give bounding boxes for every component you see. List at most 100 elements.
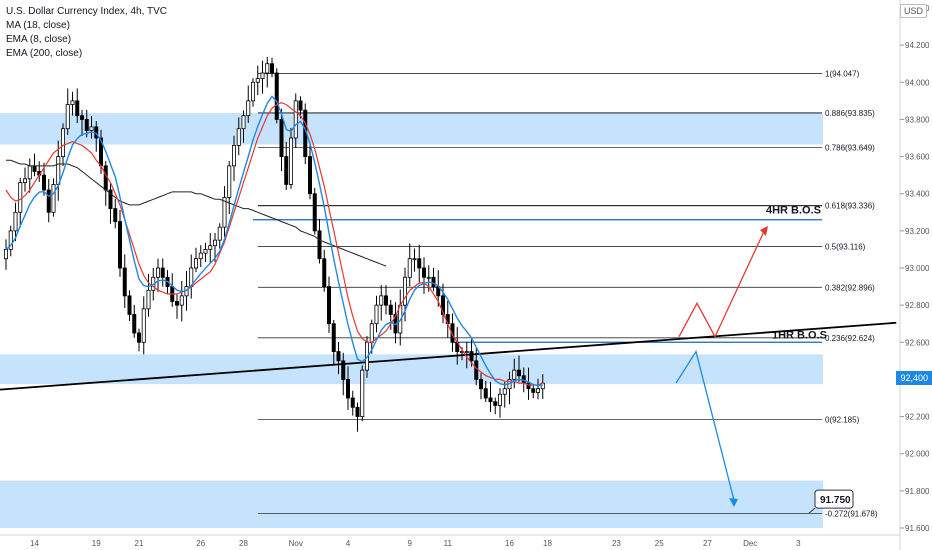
fib-level-label: 1(94.047)	[825, 70, 860, 79]
candle-body	[336, 351, 341, 362]
x-tick-label: 19	[92, 539, 101, 548]
candle-body	[27, 165, 32, 180]
arrowhead-red	[760, 226, 768, 236]
candle-body	[65, 104, 70, 130]
fib-level-label: 0(92.185)	[825, 415, 860, 424]
candle-body	[421, 267, 426, 278]
bos-4hr-label: 4HR B.O.S	[766, 205, 821, 217]
currency-label[interactable]: USD	[899, 4, 927, 18]
candle-body	[322, 258, 327, 287]
candle-body	[440, 295, 445, 315]
arrowhead-blue	[729, 498, 738, 507]
candle-body	[265, 63, 270, 74]
x-tick-label: 23	[612, 539, 621, 548]
candle-body	[42, 174, 47, 191]
candle-body	[374, 304, 379, 325]
candle-body	[80, 115, 85, 120]
y-tick-label: 93.400	[905, 190, 930, 199]
y-tick-label: 93.800	[905, 115, 930, 124]
candle-body	[108, 189, 113, 209]
candle-body	[536, 388, 541, 393]
candle-body	[288, 137, 293, 185]
candle-body	[464, 351, 469, 353]
candle-body	[317, 230, 322, 260]
candle-body	[212, 239, 217, 247]
x-tick-label: 28	[239, 539, 248, 548]
y-tick-label: 92.800	[905, 301, 930, 310]
candle-body	[312, 193, 317, 232]
ema200-line	[6, 159, 387, 267]
candle-body	[360, 369, 365, 417]
candle-body	[246, 100, 251, 117]
candle-body	[127, 295, 132, 315]
candle-body	[174, 301, 179, 306]
candle-body	[8, 230, 13, 250]
candle-body	[236, 128, 241, 146]
candle-body	[160, 267, 165, 278]
candle-body	[4, 249, 9, 260]
candle-body	[426, 276, 431, 279]
candle-body	[369, 323, 374, 343]
candle-body	[279, 119, 284, 157]
y-tick-label: 93.200	[905, 227, 930, 236]
candle-body	[56, 156, 61, 185]
x-tick-label: 26	[196, 539, 205, 548]
y-tick-label: 91.800	[905, 487, 930, 496]
x-tick-label: 25	[655, 539, 664, 548]
candle-body	[75, 100, 80, 117]
bos-1hr-label: 1HR B.O.S	[772, 329, 827, 341]
candle-body	[274, 72, 279, 120]
candle-body	[122, 267, 127, 297]
candle-body	[412, 258, 417, 261]
candle-body	[51, 184, 56, 213]
candle-body	[250, 81, 255, 102]
fib-level-label: 0.886(93.835)	[825, 109, 875, 118]
candle-body	[483, 388, 488, 399]
indicator-ema8: EMA (8, close)	[6, 34, 72, 45]
y-tick-label: 94.200	[905, 41, 930, 50]
fib-level-label: 0.618(93.336)	[825, 202, 875, 211]
supply-demand-zone	[0, 480, 823, 528]
candle-body	[84, 119, 89, 131]
candle-body	[383, 295, 388, 306]
x-tick-label: 16	[505, 539, 514, 548]
candle-body	[146, 289, 151, 310]
fib-level-label: 0.236(92.624)	[825, 334, 875, 343]
x-tick-label: Nov	[289, 539, 303, 548]
candle-body	[217, 226, 222, 241]
y-tick-label: 92.000	[905, 450, 930, 459]
candle-body	[227, 165, 232, 198]
candle-body	[488, 397, 493, 403]
candle-body	[497, 393, 502, 406]
candle-body	[379, 295, 384, 306]
candle-body	[284, 156, 289, 185]
candle-body	[231, 145, 236, 167]
candle-body	[407, 258, 412, 278]
candle-body	[18, 182, 23, 213]
candle-body	[118, 221, 123, 269]
candle-body	[132, 314, 137, 334]
indicator-ma18: MA (18, close)	[6, 20, 70, 31]
y-tick-label: 91.600	[905, 524, 930, 533]
candle-body	[350, 397, 355, 408]
current-price-tag: 92,400	[896, 371, 932, 386]
fib-level-label: 0.786(93.649)	[825, 143, 875, 152]
candle-body	[341, 360, 346, 380]
candle-body	[61, 128, 66, 157]
x-tick-label: Dec	[743, 539, 757, 548]
y-tick-label: 92.600	[905, 338, 930, 347]
x-tick-label: 9	[408, 539, 413, 548]
candle-body	[355, 406, 360, 417]
chart-title: U.S. Dollar Currency Index, 4h, TVC	[6, 6, 167, 17]
candle-body	[155, 267, 160, 278]
candle-body	[307, 156, 312, 195]
candle-body	[46, 189, 51, 213]
candle-body	[113, 208, 118, 222]
fib-level-label: 0.5(93.116)	[825, 242, 866, 251]
candle-body	[89, 126, 94, 131]
x-tick-label: 3	[796, 539, 801, 548]
supply-demand-zone	[0, 112, 823, 145]
y-tick-label: 93.000	[905, 264, 930, 273]
candle-body	[32, 165, 37, 172]
